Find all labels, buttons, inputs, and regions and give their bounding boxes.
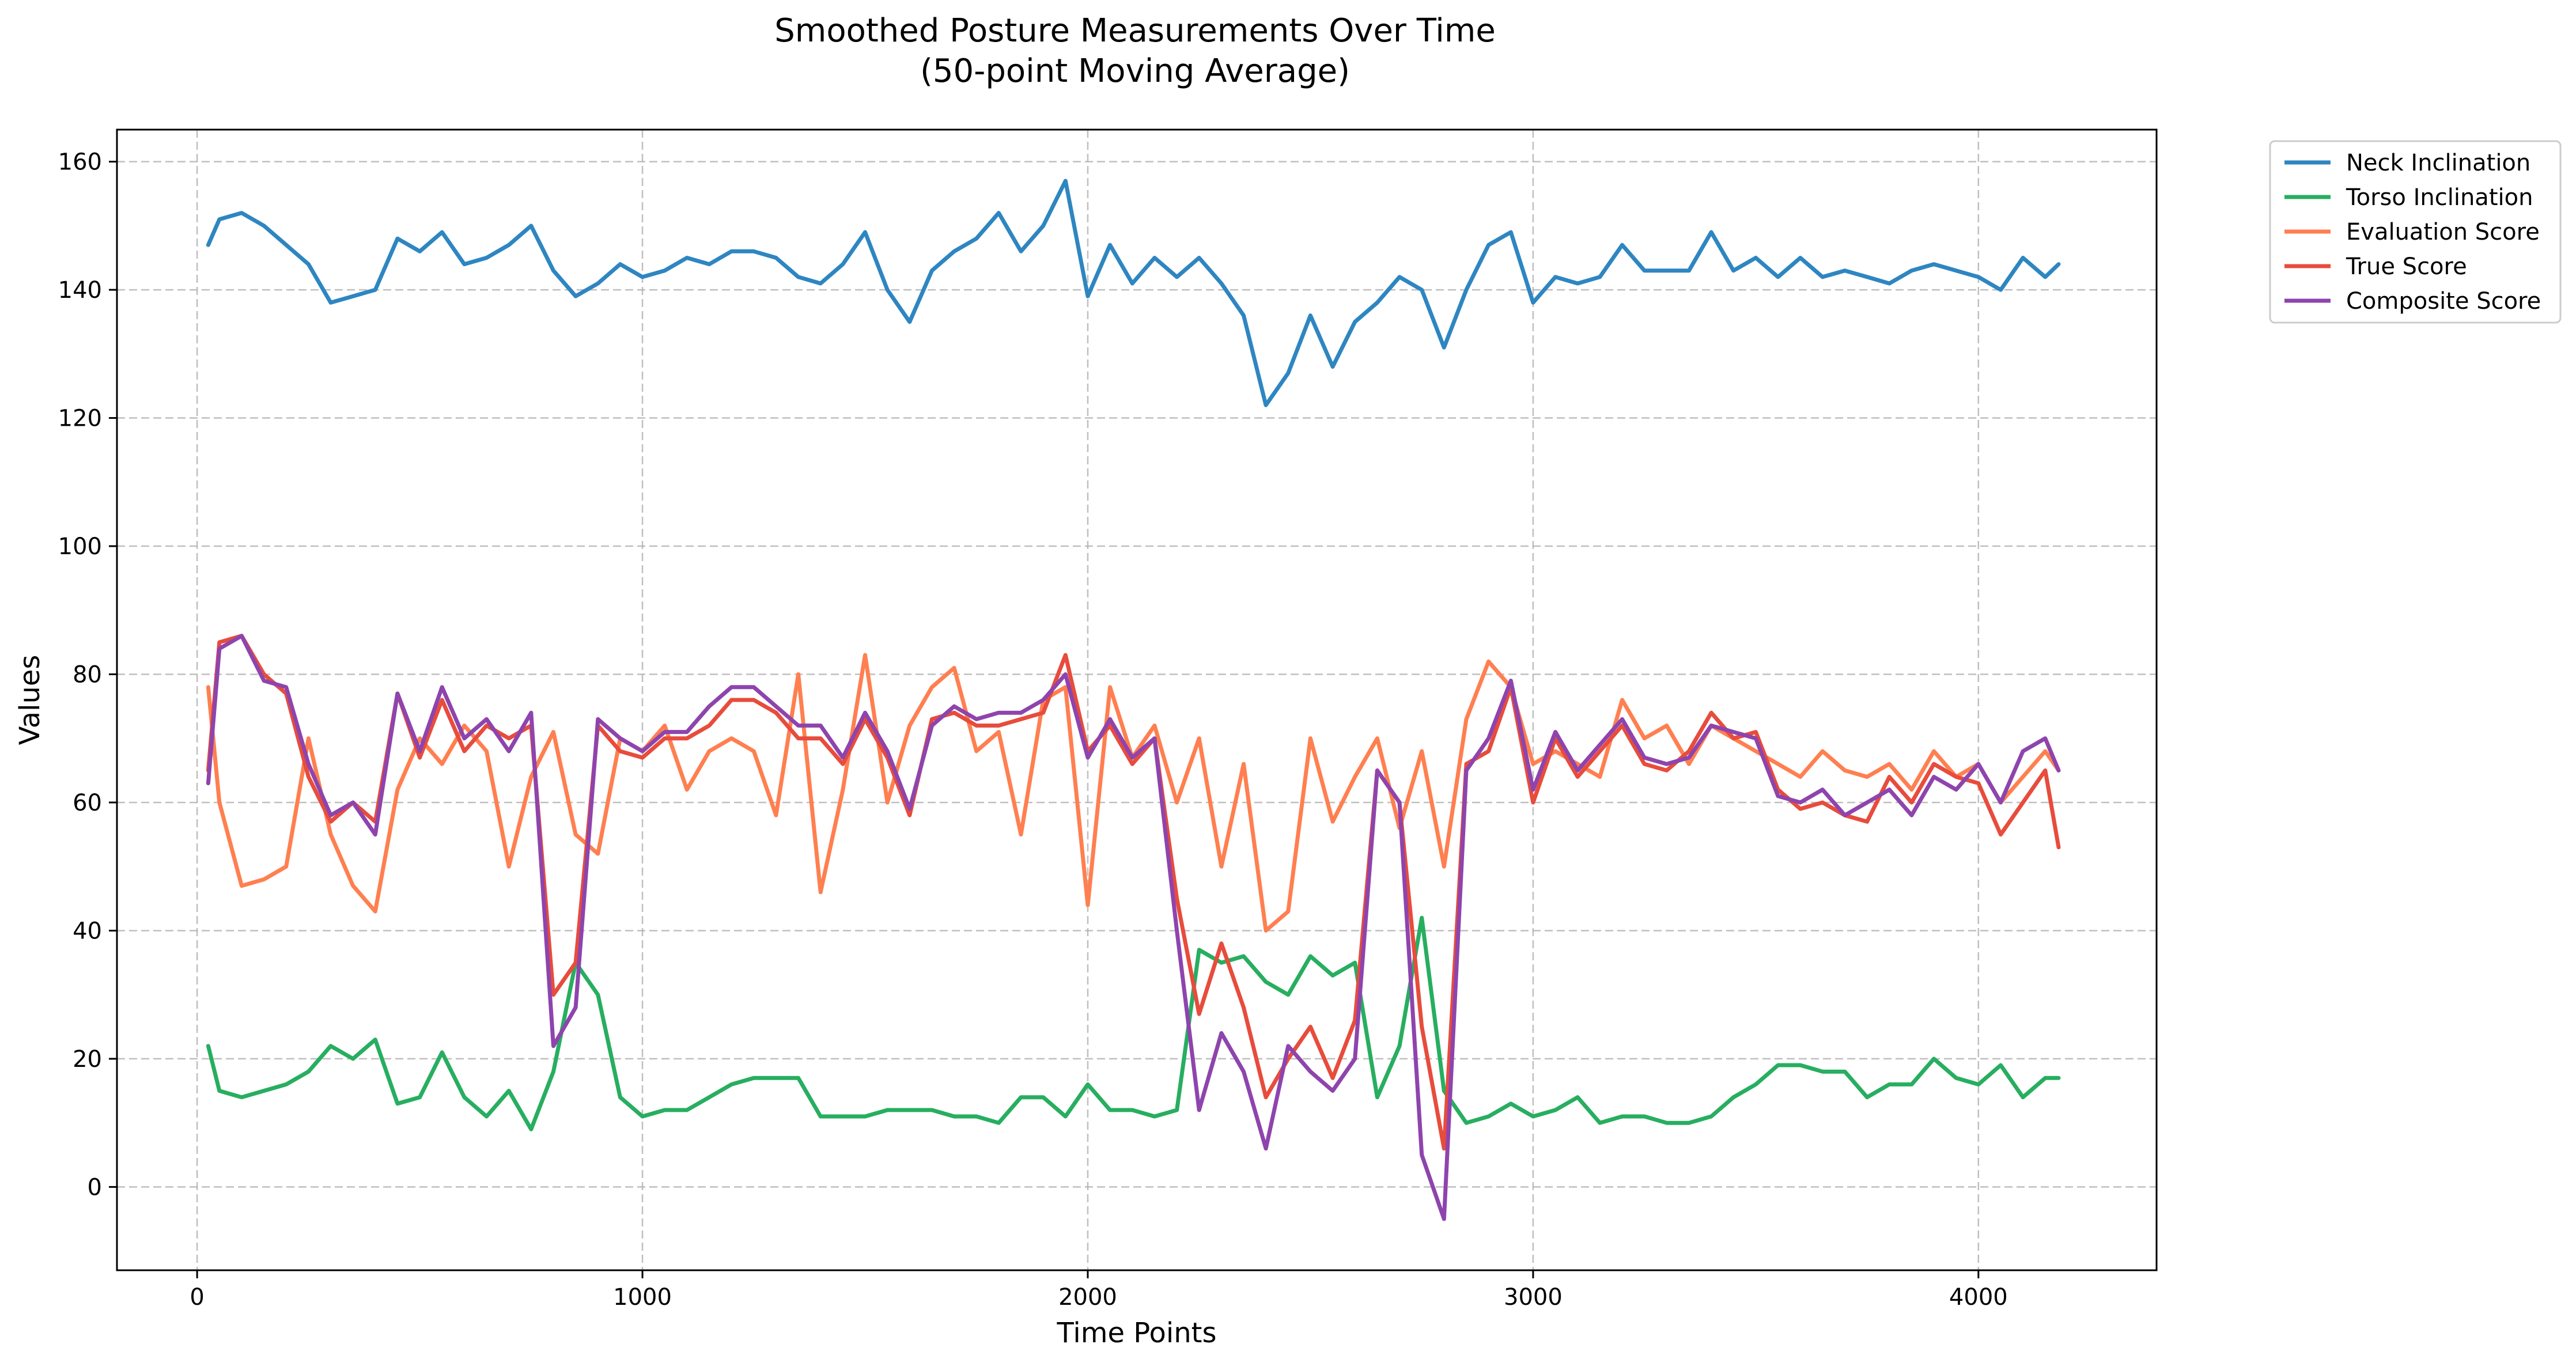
x-tick-label: 1000 (613, 1284, 672, 1311)
legend: Neck Inclination Torso Inclination Evaluat… (2269, 140, 2562, 324)
series-line-composite-score (206, 634, 2061, 1221)
chart-title: Smoothed Posture Measurements Over Time (774, 12, 1496, 50)
y-axis-label: Values (14, 655, 46, 745)
plot-area-frame (116, 128, 2158, 1271)
series-line-true-score (206, 634, 2061, 1151)
legend-label-evaluation-score: Evaluation Score (2346, 219, 2540, 245)
legend-label-true-score: True Score (2346, 253, 2467, 280)
x-tick-label: 0 (190, 1284, 204, 1311)
y-tick-label: 40 (73, 918, 102, 944)
y-tick-label: 140 (58, 277, 102, 304)
x-tick-label: 4000 (1949, 1284, 2008, 1311)
y-tick-label: 60 (73, 790, 102, 816)
x-tick-label: 2000 (1058, 1284, 1117, 1311)
series-line-neck-inclination (206, 179, 2061, 407)
series-line-torso-inclination (206, 915, 2061, 1131)
legend-label-torso-inclination: Torso Inclination (2346, 184, 2533, 211)
legend-label-composite-score: Composite Score (2346, 288, 2541, 315)
y-tick-label: 80 (73, 662, 102, 688)
legend-box (2269, 140, 2562, 324)
y-tick-label: 100 (58, 533, 102, 560)
y-tick-label: 20 (73, 1046, 102, 1073)
y-tick-label: 160 (58, 149, 102, 176)
x-axis-label: Time Points (1057, 1317, 1217, 1349)
legend-label-neck-inclination: Neck Inclination (2346, 150, 2530, 176)
y-tick-label: 0 (88, 1174, 102, 1201)
axis-ticks: 0 1000 2000 3000 4000 0 20 40 60 80 100 120 140 160 (58, 149, 2008, 1311)
chart-subtitle: (50-point Moving Average) (920, 52, 1350, 90)
x-tick-label: 3000 (1504, 1284, 1563, 1311)
grid-lines (117, 130, 2157, 1270)
series-lines (206, 179, 2061, 1221)
y-tick-label: 120 (58, 406, 102, 432)
